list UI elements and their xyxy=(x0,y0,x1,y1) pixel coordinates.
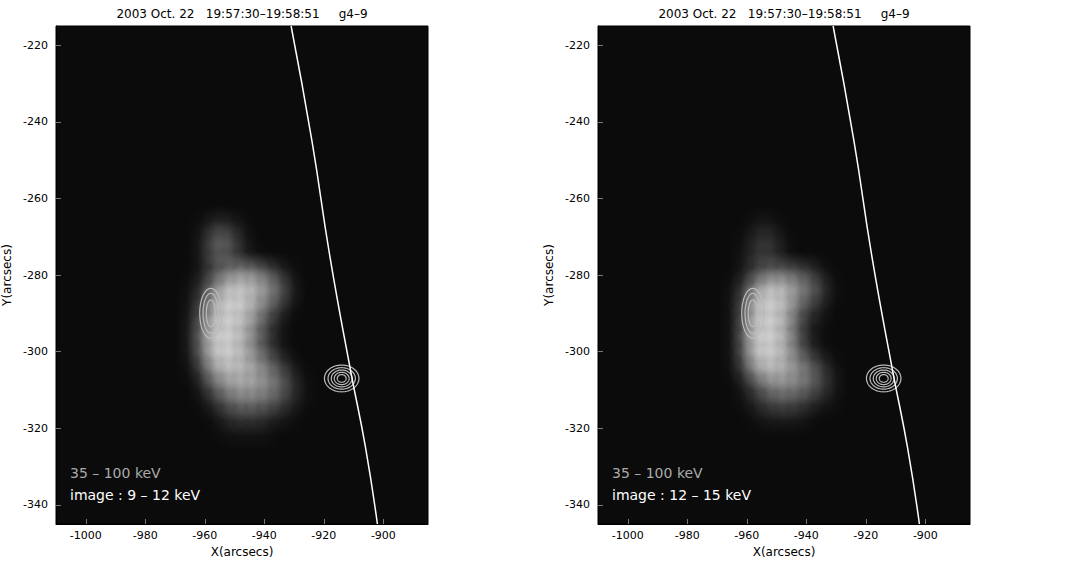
svg-text:2003 Oct. 22 19:57:30–19:58:: 2003 Oct. 22 19:57:30–19:58:51 g4–9 xyxy=(658,7,909,21)
svg-text:-920: -920 xyxy=(311,529,336,542)
svg-text:-980: -980 xyxy=(675,529,700,542)
svg-text:Y(arcsecs): Y(arcsecs) xyxy=(542,244,556,307)
svg-text:-320: -320 xyxy=(23,422,48,435)
svg-text:-280: -280 xyxy=(565,269,590,282)
svg-text:-940: -940 xyxy=(252,529,277,542)
svg-text:-960: -960 xyxy=(192,529,217,542)
svg-text:-260: -260 xyxy=(23,192,48,205)
svg-text:image : 12 – 15 keV: image : 12 – 15 keV xyxy=(612,487,751,503)
svg-text:-1000: -1000 xyxy=(612,529,644,542)
svg-text:-340: -340 xyxy=(23,498,48,511)
svg-text:2003 Oct. 22 19:57:30–19:58:: 2003 Oct. 22 19:57:30–19:58:51 g4–9 xyxy=(116,7,367,21)
svg-text:-240: -240 xyxy=(565,115,590,128)
svg-text:35 – 100 keV: 35 – 100 keV xyxy=(612,465,703,481)
svg-text:-300: -300 xyxy=(23,345,48,358)
svg-text:-920: -920 xyxy=(853,529,878,542)
svg-text:-940: -940 xyxy=(794,529,819,542)
svg-text:-340: -340 xyxy=(565,498,590,511)
svg-text:X(arcsecs): X(arcsecs) xyxy=(753,545,816,559)
svg-text:X(arcsecs): X(arcsecs) xyxy=(211,545,274,559)
svg-text:-300: -300 xyxy=(565,345,590,358)
svg-text:image : 9 – 12 keV: image : 9 – 12 keV xyxy=(70,487,201,503)
svg-text:-980: -980 xyxy=(133,529,158,542)
svg-text:-900: -900 xyxy=(371,529,396,542)
svg-text:-1000: -1000 xyxy=(70,529,102,542)
svg-text:-900: -900 xyxy=(913,529,938,542)
svg-text:Y(arcsecs): Y(arcsecs) xyxy=(0,244,14,307)
svg-text:-220: -220 xyxy=(565,39,590,52)
svg-text:-220: -220 xyxy=(23,39,48,52)
svg-text:-280: -280 xyxy=(23,269,48,282)
svg-text:35 – 100 keV: 35 – 100 keV xyxy=(70,465,161,481)
svg-text:-960: -960 xyxy=(734,529,759,542)
svg-text:-240: -240 xyxy=(23,115,48,128)
svg-text:-320: -320 xyxy=(565,422,590,435)
svg-text:-260: -260 xyxy=(565,192,590,205)
